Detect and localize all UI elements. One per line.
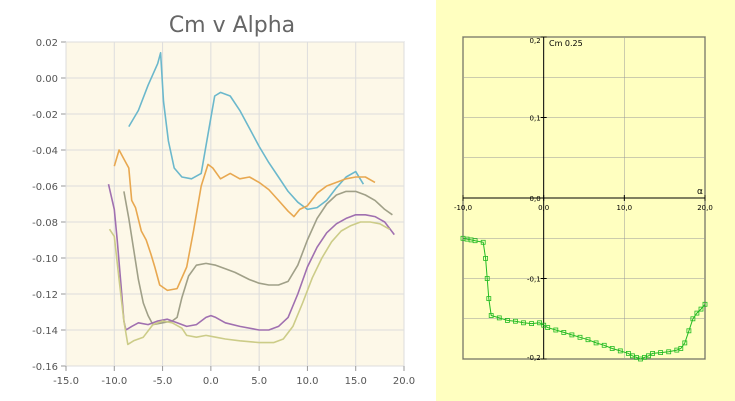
- data-point-marker: [601, 342, 607, 348]
- plot-background: [65, 41, 405, 367]
- y-tick-label: 0.00: [36, 74, 58, 85]
- data-point-marker: [666, 349, 672, 355]
- data-point-marker: [609, 346, 615, 351]
- series-line: [462, 237, 706, 360]
- y-tick-label: 0.02: [36, 38, 58, 49]
- data-point-marker: [682, 340, 688, 346]
- series-line: [123, 190, 393, 326]
- data-point-marker: [702, 301, 708, 307]
- data-point-marker: [650, 350, 656, 356]
- data-point-marker: [585, 337, 591, 343]
- x-tick-label: -5.0: [153, 376, 173, 387]
- data-point-marker: [483, 255, 488, 261]
- y-axis-label: Cm 0.25: [549, 39, 583, 48]
- x-axis-label: α: [697, 187, 703, 197]
- y-tick-label: -0,1: [527, 276, 541, 284]
- y-tick-label: -0.16: [32, 362, 58, 373]
- data-point-marker: [553, 327, 559, 333]
- data-point-marker: [488, 313, 494, 318]
- y-tick-label: -0.08: [32, 218, 58, 229]
- data-point-marker: [480, 239, 486, 245]
- y-tick-label: 0,0: [530, 195, 541, 203]
- data-point-marker: [505, 317, 510, 323]
- y-tick-label: -0.14: [32, 326, 58, 337]
- x-tick-label: 20,0: [697, 204, 713, 212]
- cm-alpha-chart: Cm v Alpha 0.02 0.00 -0.02 -0.04 -0.06 -0.08 -…: [32, 13, 415, 387]
- data-point-marker: [486, 296, 492, 302]
- right-chart-panel: Cm 0.25 α 0,2 0,1 0,0 -0,1 -0,2 -10,0 0,0 10,0…: [436, 0, 735, 401]
- data-point-marker: [569, 332, 575, 338]
- data-point-marker: [472, 238, 478, 244]
- x-tick-label: 5.0: [251, 376, 267, 387]
- chart-title: Cm v Alpha: [169, 13, 295, 38]
- data-point-marker: [593, 340, 599, 346]
- data-point-marker: [678, 346, 684, 351]
- x-tick-label: 10.0: [296, 376, 318, 387]
- x-tick-label: 15.0: [345, 376, 367, 387]
- y-tick-label: -0.02: [32, 110, 58, 121]
- data-point-marker: [698, 306, 704, 312]
- data-point-marker: [690, 316, 696, 322]
- x-tick-label: 0.0: [203, 376, 219, 387]
- data-point-marker: [617, 348, 623, 354]
- data-point-marker: [529, 321, 534, 327]
- x-tick-label: -10,0: [454, 204, 472, 212]
- data-point-marker: [521, 320, 526, 326]
- x-tick-label: -10.0: [101, 376, 127, 387]
- y-tick-label: -0.10: [32, 254, 58, 265]
- y-tick-label: -0,2: [527, 354, 541, 362]
- x-tick-label: -15.0: [53, 376, 79, 387]
- x-tick-label: 10,0: [617, 204, 633, 212]
- data-point-marker: [686, 328, 692, 334]
- cm025-alpha-chart: Cm 0.25 α 0,2 0,1 0,0 -0,1 -0,2 -10,0 0,0 10,0…: [454, 36, 713, 362]
- series-line: [113, 149, 376, 292]
- y-tick-label: -0.04: [32, 146, 58, 157]
- y-tick-label: 0,2: [530, 37, 541, 45]
- data-point-marker: [537, 320, 542, 326]
- data-point-marker: [658, 350, 664, 356]
- x-tick-label: 20.0: [393, 376, 415, 387]
- series-line: [108, 221, 390, 346]
- y-tick-label: 0,1: [530, 115, 541, 123]
- series-line: [107, 184, 395, 331]
- data-point-marker: [545, 325, 551, 331]
- y-tick-label: -0.06: [32, 182, 58, 193]
- x-tick-label: 0,0: [538, 204, 549, 212]
- data-point-marker: [577, 334, 583, 340]
- data-point-marker: [513, 318, 518, 324]
- series-line: [128, 51, 365, 211]
- data-point-marker: [484, 276, 490, 281]
- y-tick-label: -0.12: [32, 290, 58, 301]
- data-point-marker: [496, 315, 502, 321]
- data-point-marker: [694, 310, 700, 316]
- data-point-marker: [561, 329, 567, 335]
